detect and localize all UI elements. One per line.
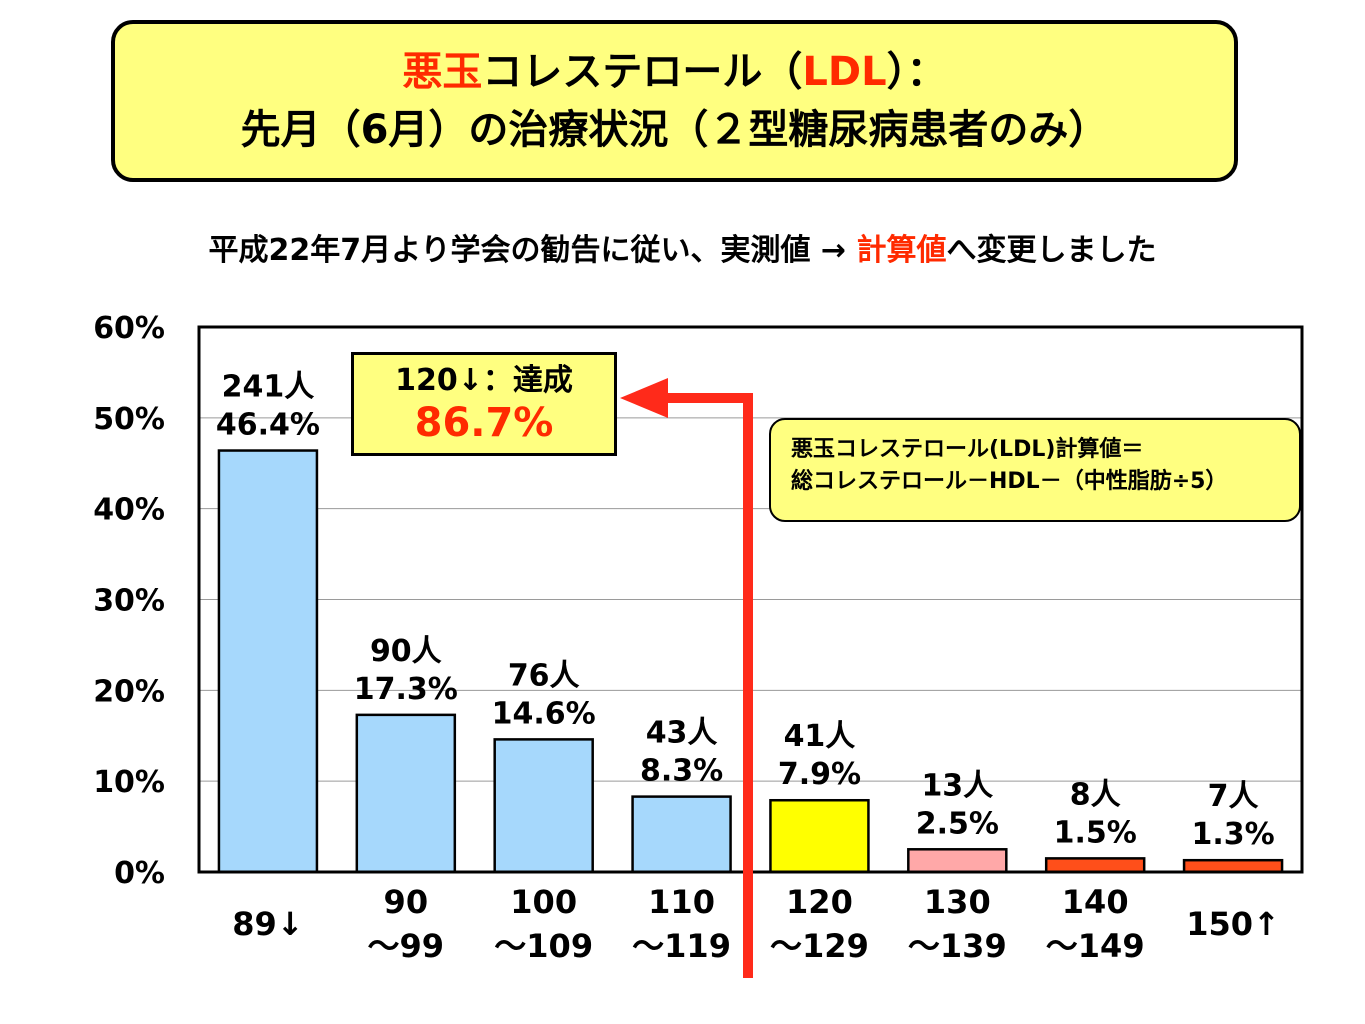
data-label-count: 41人 [784, 719, 856, 754]
y-tick-label: 60% [93, 311, 165, 346]
x-tick-label: 120 [786, 883, 853, 921]
data-label-count: 13人 [921, 768, 993, 803]
x-tick-label: ～129 [770, 927, 869, 965]
data-label-percent: 1.5% [1054, 815, 1137, 850]
data-label-percent: 14.6% [492, 696, 596, 731]
bar [217, 449, 319, 874]
x-tick-label: 89↓ [232, 905, 303, 943]
data-label-percent: 17.3% [354, 672, 458, 707]
title-colon: ）： [886, 49, 947, 95]
x-tick-label: 100 [510, 883, 577, 921]
subtitle-calculated: 計算値 [856, 233, 947, 268]
subtitle-after: へ変更しました [946, 233, 1157, 268]
data-label-count: 8人 [1070, 777, 1121, 812]
bar [1182, 858, 1284, 874]
x-tick-label: ～109 [494, 927, 593, 965]
data-label-count: 76人 [508, 658, 580, 693]
bar [493, 738, 594, 874]
data-label-percent: 7.9% [778, 757, 861, 792]
data-label-count: 43人 [646, 716, 718, 751]
y-tick-label: 10% [93, 765, 165, 800]
formula-line-1: 悪玉コレステロール(LDL)計算値＝ [791, 437, 1144, 462]
achievement-value: 86.7% [414, 400, 554, 446]
bar [907, 848, 1008, 874]
title-line-2: 先月（6月）の治療状況（２型糖尿病患者のみ） [240, 107, 1109, 153]
subtitle: 平成22年7月より学会の勧告に従い、実測値 → 計算値へ変更しました [0, 225, 1365, 269]
data-label-percent: 46.4% [216, 408, 320, 443]
bar [631, 795, 732, 874]
bar [769, 798, 870, 874]
y-tick-label: 50% [93, 402, 165, 437]
y-tick-label: 0% [114, 856, 165, 891]
achievement-callout: 120↓：達成 86.7% [351, 352, 617, 456]
y-tick-label: 20% [93, 674, 165, 709]
subtitle-before: 平成22年7月より学会の勧告に従い、実測値 → [208, 233, 857, 268]
x-tick-label: ～99 [368, 927, 445, 965]
y-tick-label: 30% [93, 584, 165, 619]
data-label-percent: 8.3% [640, 754, 723, 789]
x-tick-label: 150↑ [1186, 905, 1280, 943]
data-label-percent: 2.5% [916, 806, 999, 841]
data-label-count: 90人 [370, 634, 442, 669]
achievement-label: 120↓：達成 [395, 363, 573, 398]
data-label-count: 241人 [222, 370, 315, 405]
title-bad: 悪玉 [402, 49, 483, 95]
x-tick-label: 90 [384, 883, 429, 921]
data-label-percent: 1.3% [1191, 817, 1274, 852]
formula-box: 悪玉コレステロール(LDL)計算値＝ 総コレステロール－HDL－（中性脂肪÷5） [769, 418, 1301, 522]
x-tick-label: ～119 [632, 927, 731, 965]
x-tick-label: 110 [648, 883, 715, 921]
x-tick-label: 140 [1062, 883, 1129, 921]
arrow-head [620, 378, 668, 418]
formula-line-2: 総コレステロール－HDL－（中性脂肪÷5） [791, 469, 1228, 494]
bar [1044, 857, 1146, 874]
title-cholesterol: コレステロール（ [482, 49, 803, 95]
x-tick-label: ～149 [1046, 927, 1145, 965]
title-ldl: LDL [802, 49, 887, 95]
data-label-count: 7人 [1208, 779, 1259, 814]
y-tick-label: 40% [93, 493, 165, 528]
x-tick-label: ～139 [908, 927, 1007, 965]
arrow-line [660, 393, 753, 978]
x-tick-label: 130 [924, 883, 991, 921]
title-box: 悪玉コレステロール（LDL）： 先月（6月）の治療状況（２型糖尿病患者のみ） [111, 20, 1238, 182]
bar [355, 713, 457, 874]
title-line-1: 悪玉コレステロール（LDL）： [402, 43, 946, 101]
